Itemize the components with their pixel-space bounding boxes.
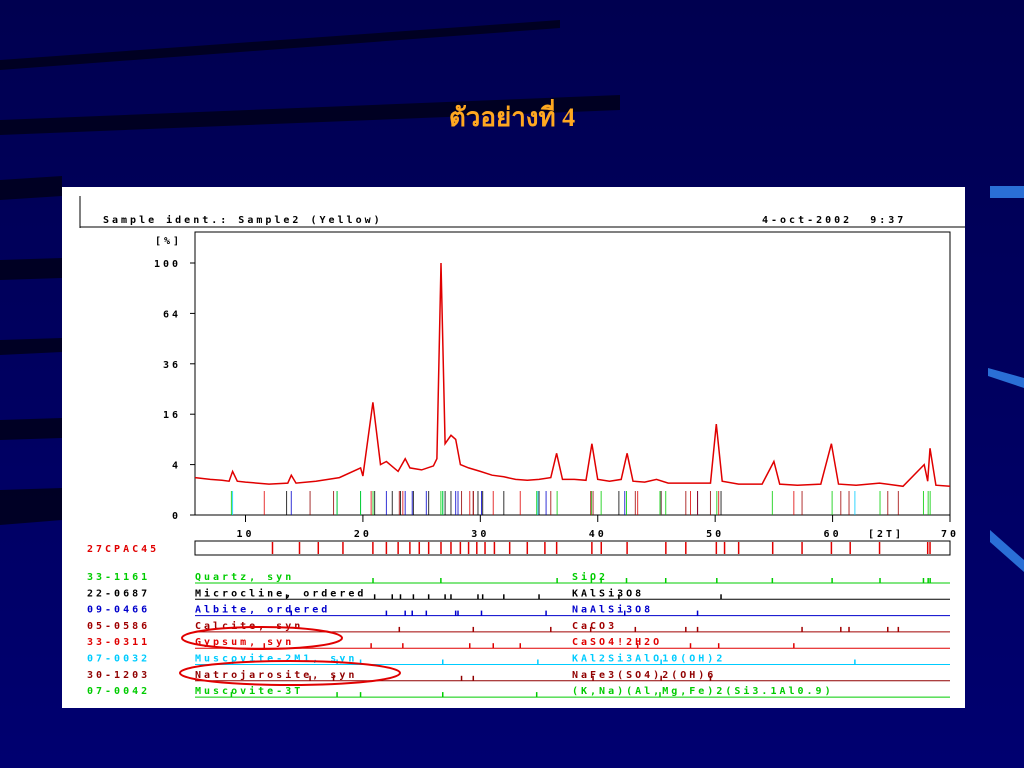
phase-formula: KAlSi3O8	[572, 587, 644, 599]
phase-formula: NaFe3(SO4)2(OH)6	[572, 670, 716, 681]
phase-name: Muscovite-3T	[195, 685, 303, 697]
slide-title: ตัวอย่างที่ 4	[449, 98, 575, 132]
x-tick-label: 10	[236, 529, 254, 540]
phase-code: 33-0311	[87, 637, 150, 648]
sample-box	[194, 540, 951, 556]
phase-code: 22-0687	[87, 588, 150, 599]
y-tick-label: 64	[163, 309, 181, 320]
phase-code: 33-1161	[87, 572, 150, 583]
phase-formula: CaSO4!2H2O	[572, 637, 662, 648]
x-tick-label: 40	[589, 529, 607, 540]
phase-formula: (K,Na)(Al,Mg,Fe)2(Si3.1Al0.9)	[572, 685, 834, 697]
edge-marks	[988, 186, 1024, 572]
phase-code: 09-0466	[87, 605, 150, 616]
phase-name: Quartz, syn	[195, 572, 294, 583]
y-tick-label: 100	[154, 259, 181, 270]
x-tick-label: 60	[824, 529, 842, 540]
y-tick-label: 16	[163, 410, 181, 421]
phase-formula: NaAlSi3O8	[572, 604, 653, 616]
x-tick-label: 70	[941, 529, 959, 540]
phase-name: Albite, ordered	[195, 604, 330, 616]
phase-formula: CaCO3	[572, 621, 617, 632]
phase-name: Microcline, ordered	[195, 587, 366, 599]
x-tick-label: 30	[471, 529, 489, 540]
highlight	[181, 626, 343, 650]
highlight	[179, 660, 401, 686]
x-tick-label: 50	[706, 529, 724, 540]
phase-name: Gypsum, syn	[195, 637, 294, 648]
stripes	[0, 20, 620, 525]
phase-formula: SiO2	[572, 571, 608, 583]
x-axis-label: [2T]	[868, 529, 904, 540]
phase-formula: KAl2Si3AlO10(OH)2	[572, 653, 725, 665]
phase-code: 30-1203	[87, 670, 150, 681]
pattern-line	[194, 262, 951, 488]
plot-frame	[194, 231, 951, 516]
chart-title: Sample ident.: Sample2 (Yellow)	[103, 214, 383, 226]
phase-code: 07-0042	[87, 686, 150, 697]
x-tick-label: 20	[354, 529, 372, 540]
chart-date: 4-oct-2002 9:37	[762, 215, 906, 226]
phase-name: Natrojarosite, syn	[195, 669, 357, 681]
y-tick-label: 0	[172, 511, 181, 522]
y-axis-label: [%]	[155, 236, 182, 247]
chart-panel	[62, 187, 965, 708]
phase-code: 05-0586	[87, 621, 150, 632]
y-tick-label: 36	[163, 360, 181, 371]
y-tick-label: 4	[172, 461, 181, 472]
phase-code: 07-0032	[87, 654, 150, 665]
sample-id: 27CPAC45	[87, 544, 159, 555]
